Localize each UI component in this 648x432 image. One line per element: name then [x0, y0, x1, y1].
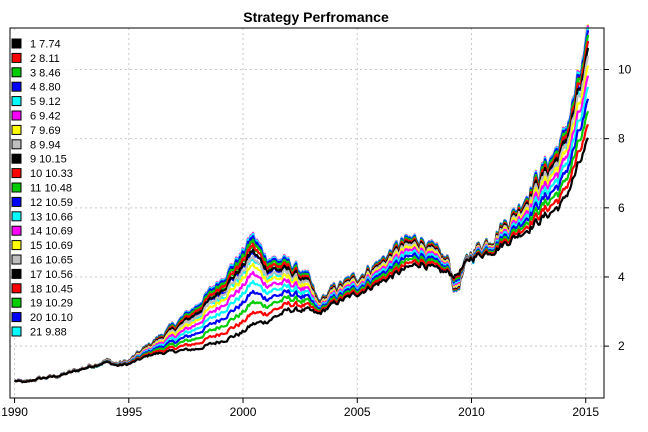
legend-label-3: 3 8.46 — [30, 67, 61, 79]
legend-background — [12, 30, 74, 338]
y-tick-label: 2 — [618, 339, 625, 353]
legend-swatch-16 — [11, 254, 22, 265]
y-tick-label: 4 — [618, 270, 625, 284]
x-tick-label: 2005 — [344, 405, 371, 419]
legend-swatch-19 — [11, 297, 22, 308]
legend-swatch-2 — [11, 52, 22, 63]
series-line-14 — [13, 25, 590, 384]
series-line-20 — [13, 40, 590, 384]
legend-label-11: 11 10.48 — [30, 183, 72, 195]
legend-swatch-11 — [11, 182, 22, 193]
grid — [10, 28, 604, 398]
y-axis: 2 4 6 8 10 — [604, 62, 632, 353]
legend: 1 7.74 2 8.11 3 8.46 4 8.80 5 9.12 6 9.42 7 9.… — [11, 30, 74, 339]
chart-title: Strategy Perfromance — [243, 9, 389, 25]
legend-swatch-5 — [11, 96, 22, 107]
series-line-18 — [13, 30, 590, 384]
y-tick-label: 8 — [618, 132, 625, 146]
legend-label-10: 10 10.33 — [30, 168, 73, 180]
series-line-16 — [13, 24, 590, 384]
y-tick-label: 10 — [618, 62, 632, 76]
x-axis: 1990 1995 2000 2005 2010 2015 — [1, 398, 599, 419]
series-line-1 — [14, 137, 589, 384]
x-tick-label: 1995 — [115, 405, 142, 419]
series-line-19 — [13, 34, 590, 384]
legend-label-20: 20 10.10 — [30, 312, 73, 324]
series-line-11 — [13, 34, 590, 384]
plot-frame — [9, 27, 605, 399]
legend-label-5: 5 9.12 — [30, 96, 61, 108]
series-line-10 — [14, 40, 590, 384]
legend-swatch-14 — [11, 225, 22, 236]
series-line-9 — [14, 47, 590, 384]
legend-swatch-15 — [11, 240, 22, 251]
x-tick-label: 2015 — [572, 405, 599, 419]
legend-swatch-17 — [11, 268, 22, 279]
x-tick-label: 2010 — [458, 405, 485, 419]
series-line-8 — [14, 55, 590, 384]
legend-label-2: 2 8.11 — [30, 53, 60, 65]
y-tick-label: 6 — [618, 201, 625, 215]
legend-label-14: 14 10.69 — [30, 226, 73, 238]
legend-label-16: 16 10.65 — [30, 255, 73, 267]
legend-swatch-18 — [11, 283, 22, 294]
series-line-2 — [14, 123, 590, 384]
legend-swatch-12 — [11, 196, 22, 207]
legend-label-15: 15 10.69 — [30, 240, 73, 252]
legend-swatch-3 — [11, 67, 22, 78]
legend-label-12: 12 10.59 — [30, 197, 73, 209]
legend-swatch-4 — [11, 81, 22, 92]
legend-label-9: 9 10.15 — [30, 154, 67, 166]
legend-label-4: 4 8.80 — [30, 82, 61, 94]
legend-swatch-8 — [11, 139, 22, 150]
legend-label-19: 19 10.29 — [30, 298, 73, 310]
legend-swatch-9 — [11, 153, 22, 164]
legend-label-7: 7 9.69 — [30, 125, 61, 137]
legend-label-8: 8 9.94 — [30, 139, 61, 151]
series-line-7 — [14, 65, 590, 384]
legend-swatch-21 — [11, 326, 22, 337]
legend-label-6: 6 9.42 — [30, 111, 61, 123]
series-line-17 — [13, 27, 590, 384]
legend-swatch-20 — [11, 312, 22, 323]
series-line-15 — [13, 24, 590, 384]
legend-label-18: 18 10.45 — [30, 283, 73, 295]
series-line-12 — [13, 30, 590, 384]
legend-label-21: 21 9.88 — [30, 327, 67, 339]
series-line-21 — [13, 47, 590, 384]
legend-label-13: 13 10.66 — [30, 211, 73, 223]
legend-swatch-6 — [11, 110, 22, 121]
series-line-13 — [13, 26, 590, 384]
series-lines — [13, 24, 590, 384]
legend-label-1: 1 7.74 — [30, 39, 61, 51]
x-tick-label: 2000 — [230, 405, 257, 419]
legend-label-17: 17 10.56 — [30, 269, 73, 281]
legend-swatch-7 — [11, 124, 22, 135]
legend-swatch-13 — [11, 211, 22, 222]
x-tick-label: 1990 — [1, 405, 28, 419]
legend-swatch-1 — [11, 38, 22, 49]
legend-swatch-10 — [11, 168, 22, 179]
